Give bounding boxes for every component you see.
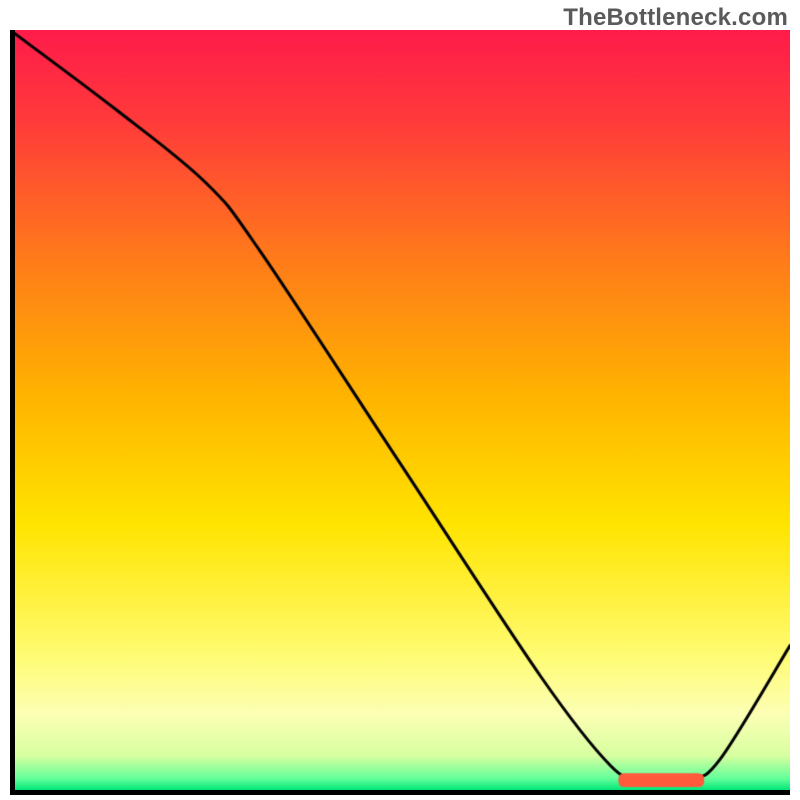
chart-plot-area [10,30,790,790]
watermark-text: TheBottleneck.com [563,4,788,32]
x-axis-line [10,790,790,795]
y-axis-line [10,30,15,795]
chart-background-gradient [10,30,790,790]
